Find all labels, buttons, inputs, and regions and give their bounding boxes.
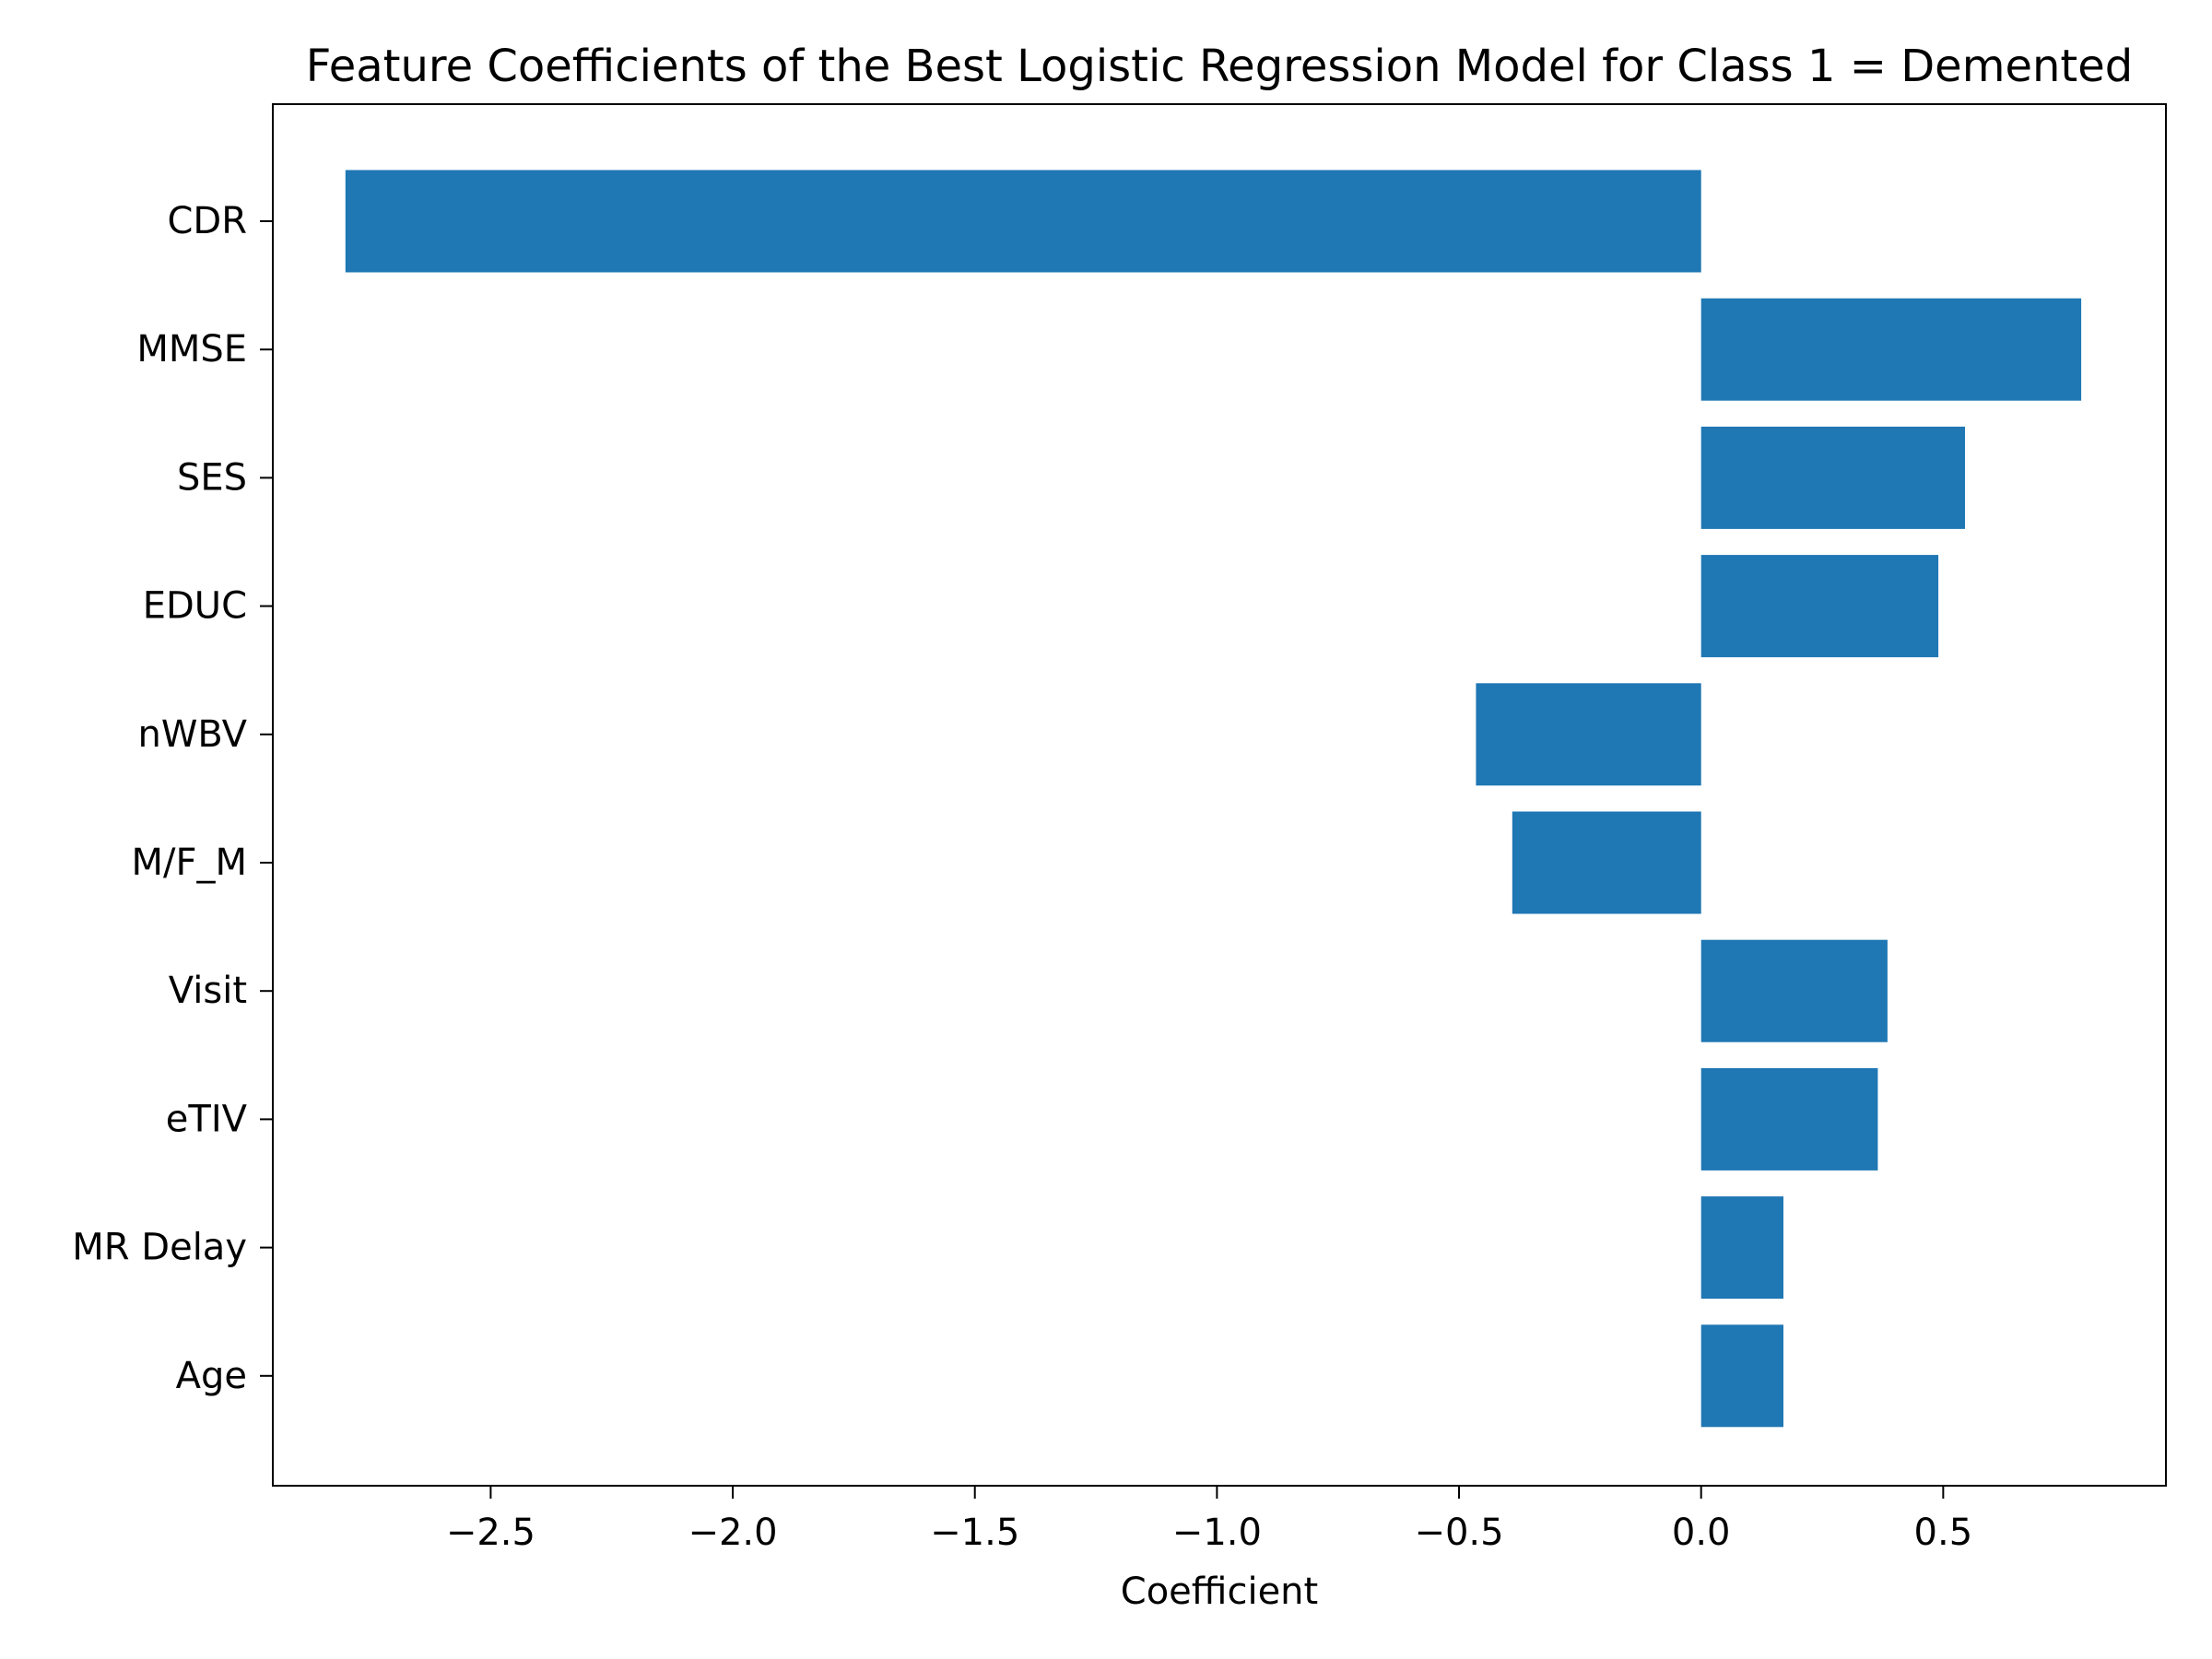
y-tick-label: Age bbox=[176, 1355, 247, 1397]
y-tick-label: CDR bbox=[167, 200, 247, 242]
bar-age bbox=[1700, 1324, 1783, 1428]
y-tick-label: MR Delay bbox=[72, 1227, 247, 1269]
bar-cdr bbox=[345, 170, 1701, 273]
bars bbox=[345, 170, 2082, 1428]
x-axis-ticks: −2.5 −2.0 −1.5 −1.0 −0.5 0.0 0.5 bbox=[446, 1486, 1972, 1554]
y-axis-ticks: CDR MMSE SES EDUC nWBV M/F_M Visit eTIV MR Delay… bbox=[72, 200, 273, 1397]
bar-ses bbox=[1700, 426, 1965, 529]
bar-mmse bbox=[1700, 298, 2082, 401]
y-tick-label: SES bbox=[177, 456, 247, 499]
y-tick-label: MMSE bbox=[136, 328, 247, 371]
x-tick-label: 0.0 bbox=[1672, 1512, 1731, 1554]
bar-nwbv bbox=[1476, 683, 1701, 786]
y-tick-label: M/F_M bbox=[131, 841, 247, 884]
axes-frame bbox=[272, 103, 2167, 1487]
y-tick-label: eTIV bbox=[166, 1098, 248, 1140]
x-tick-label: 0.5 bbox=[1914, 1512, 1973, 1554]
chart-title: Feature Coefficients of the Best Logisti… bbox=[306, 41, 2133, 92]
x-axis-label: Coefficient bbox=[1121, 1571, 1318, 1613]
bar-educ bbox=[1700, 555, 1939, 658]
x-tick-label: −2.5 bbox=[446, 1512, 535, 1554]
x-tick-label: −1.0 bbox=[1172, 1512, 1262, 1554]
y-tick-label: nWBV bbox=[138, 713, 248, 756]
y-tick-label: EDUC bbox=[143, 585, 247, 628]
x-tick-label: −2.0 bbox=[688, 1512, 777, 1554]
x-tick-label: −0.5 bbox=[1414, 1512, 1503, 1554]
y-tick-label: Visit bbox=[169, 970, 247, 1012]
x-tick-label: −1.5 bbox=[930, 1512, 1019, 1554]
bar-etiv bbox=[1700, 1067, 1878, 1171]
bar-visit bbox=[1700, 939, 1888, 1042]
bar-m-f-m bbox=[1512, 811, 1701, 914]
bar-mr-delay bbox=[1700, 1196, 1783, 1300]
